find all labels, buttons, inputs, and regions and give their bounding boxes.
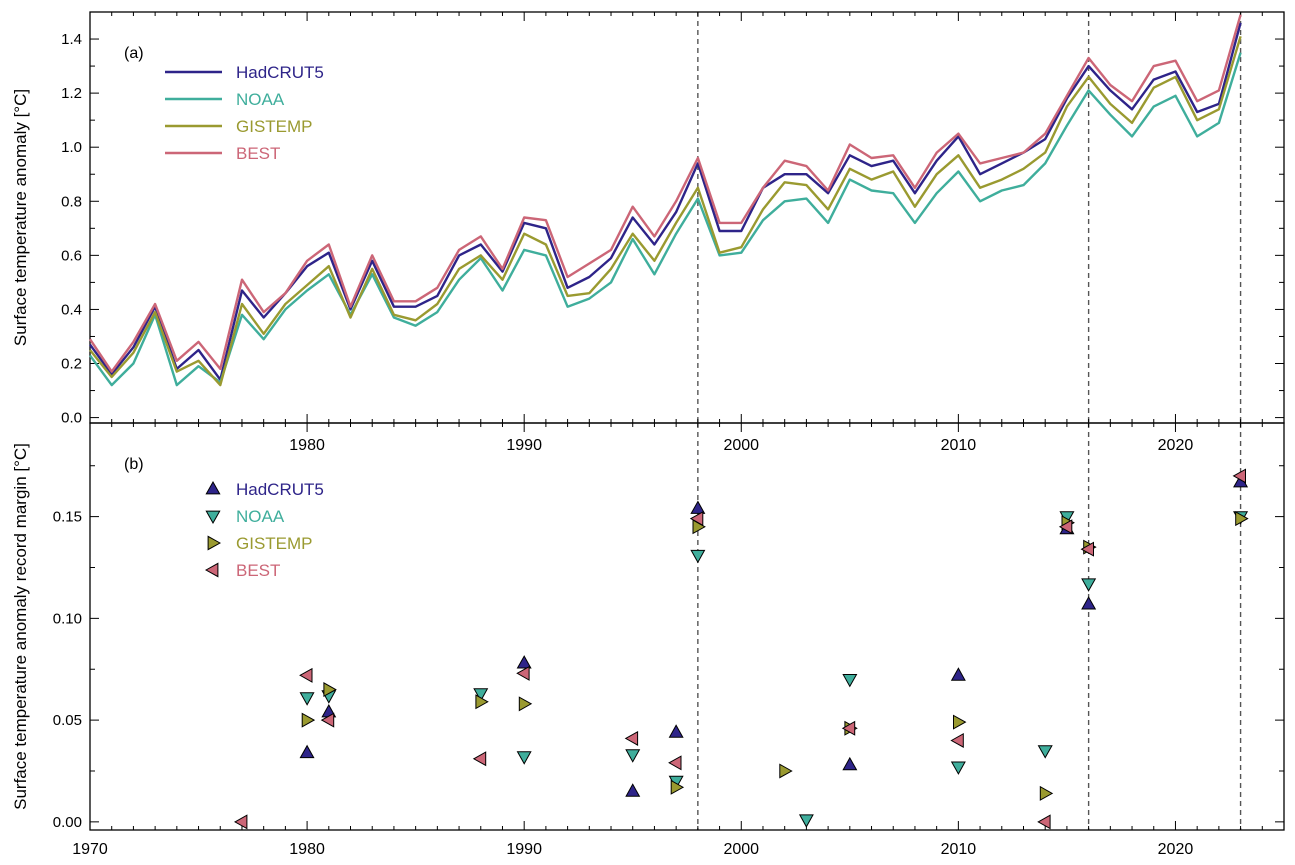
- marker-noaa: [625, 749, 641, 763]
- ytick-label: 0.05: [53, 712, 82, 729]
- marker-best: [233, 814, 248, 830]
- series-line-gistemp: [89, 35, 1242, 387]
- marker-hadcrut5: [625, 783, 641, 797]
- ytick-label: 0.10: [53, 610, 82, 627]
- marker-noaa: [1081, 578, 1097, 592]
- marker-best: [1037, 814, 1051, 830]
- marker-best: [320, 712, 335, 728]
- xtick-label-b: 1970: [72, 841, 108, 858]
- xtick-label-a: 1990: [506, 437, 542, 454]
- marker-best: [299, 667, 313, 683]
- ytick-label: 0.4: [61, 301, 82, 318]
- xtick-label-b: 2000: [723, 841, 759, 858]
- ytick-label: 0.15: [53, 509, 82, 526]
- ytick-label: 0.00: [53, 814, 82, 831]
- marker-best: [624, 730, 639, 746]
- panel-a: 0.0 0.2 0.4 0.6 0.8 1.0 1.2 1.4 Surface temperat…: [11, 11, 1285, 454]
- xtick-label-b: 2010: [941, 841, 977, 858]
- legend-marker-hadcrut5: [205, 480, 221, 495]
- xtick-label-a: 2020: [1158, 437, 1194, 454]
- marker-best: [1080, 541, 1094, 557]
- series-line-noaa: [89, 52, 1242, 387]
- marker-hadcrut5: [842, 756, 858, 771]
- ytick-label: 1.0: [61, 139, 82, 156]
- marker-noaa: [842, 674, 858, 688]
- marker-noaa: [299, 692, 315, 706]
- xtick-label-a: 2010: [941, 437, 977, 454]
- legend-label-gistemp: GISTEMP: [236, 534, 313, 553]
- series-line-best: [89, 14, 1242, 373]
- marker-noaa: [473, 688, 489, 702]
- legend-marker-best: [204, 562, 219, 578]
- marker-hadcrut5: [516, 655, 532, 669]
- marker-best: [689, 511, 704, 527]
- marker-best: [1058, 519, 1073, 535]
- marker-gistemp: [953, 714, 967, 730]
- marker-hadcrut5: [668, 724, 684, 738]
- xtick-label-b: 1990: [506, 841, 542, 858]
- marker-noaa: [798, 814, 814, 828]
- legend-marker-gistemp: [207, 535, 222, 551]
- panel-label: (a): [124, 45, 144, 62]
- xtick-label-b: 2020: [1158, 841, 1194, 858]
- marker-noaa: [1037, 745, 1053, 759]
- marker-gistemp: [1235, 511, 1249, 527]
- marker-best: [472, 751, 487, 767]
- xtick-label-a: 2000: [723, 437, 759, 454]
- axes-frame: [89, 422, 1285, 831]
- marker-hadcrut5: [690, 500, 706, 514]
- legend-label-noaa: NOAA: [236, 507, 285, 526]
- legend-label-gistemp: GISTEMP: [236, 117, 313, 136]
- marker-gistemp: [323, 682, 337, 698]
- marker-noaa: [516, 751, 532, 765]
- marker-best: [1232, 468, 1246, 484]
- marker-hadcrut5: [299, 744, 315, 759]
- marker-best: [668, 755, 682, 771]
- panel-b: 0.00 0.05 0.10 0.15 Surface temperature anom…: [11, 422, 1285, 858]
- legend-marker-noaa: [205, 510, 221, 525]
- ytick-label: 0.2: [61, 356, 82, 373]
- xtick-label-a: 1980: [289, 437, 325, 454]
- ytick-label: 0.8: [61, 193, 82, 210]
- marker-gistemp: [670, 779, 685, 795]
- marker-best: [516, 665, 530, 681]
- marker-gistemp: [779, 763, 793, 779]
- marker-best: [841, 720, 856, 736]
- marker-noaa: [690, 549, 706, 564]
- marker-gistemp: [518, 696, 533, 712]
- ytick-label: 0.6: [61, 247, 82, 264]
- legend-label-best: BEST: [236, 561, 280, 580]
- legend-label-best: BEST: [236, 144, 280, 163]
- y-axis-label: Surface temperature anomaly record margi…: [11, 443, 30, 810]
- legend-label-noaa: NOAA: [236, 90, 285, 109]
- marker-hadcrut5: [950, 667, 966, 681]
- marker-noaa: [950, 761, 966, 775]
- y-axis-label: Surface temperature anomaly [°C]: [11, 89, 30, 346]
- xtick-label-b: 1980: [289, 841, 325, 858]
- marker-best: [950, 732, 964, 748]
- marker-hadcrut5: [1081, 596, 1097, 610]
- legend-label-hadcrut5: HadCRUT5: [236, 63, 324, 82]
- marker-gistemp: [475, 694, 489, 710]
- ytick-label: 1.4: [61, 31, 82, 48]
- marker-gistemp: [301, 712, 316, 728]
- ytick-label: 1.2: [61, 85, 82, 102]
- marker-gistemp: [1039, 785, 1054, 801]
- ytick-label: 0.0: [61, 410, 82, 427]
- legend-label-hadcrut5: HadCRUT5: [236, 480, 324, 499]
- panel-label: (b): [124, 456, 144, 473]
